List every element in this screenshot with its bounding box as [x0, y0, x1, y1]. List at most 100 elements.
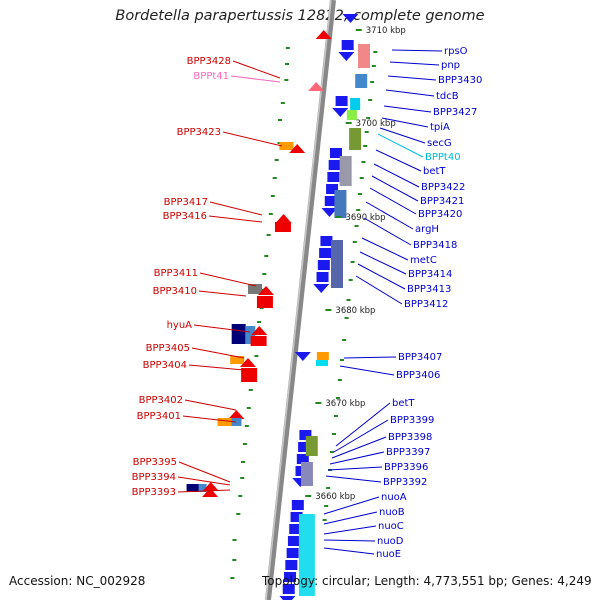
gene-block — [186, 484, 201, 492]
gene-block — [331, 240, 343, 288]
label-leader-line — [389, 61, 440, 66]
gene-arrow — [294, 352, 311, 361]
label-leader-line — [379, 127, 426, 144]
gene-arrow — [321, 208, 338, 217]
gene-block — [291, 500, 304, 510]
left-gene-label: BPP3393 — [132, 487, 176, 498]
right-gene-label: metC — [410, 255, 437, 266]
right-gene-label: BPP3427 — [433, 107, 477, 118]
gene-block — [279, 142, 294, 150]
right-gene-label: BPP3430 — [438, 75, 482, 86]
right-gene-label: BPP3406 — [396, 370, 440, 381]
gene-arrow — [289, 144, 306, 153]
left-gene-label: BPP3428 — [187, 56, 231, 67]
label-leader-line — [184, 399, 237, 411]
gene-features — [186, 14, 371, 600]
right-gene-label: BPP3412 — [404, 299, 448, 310]
right-gene-label: nuoA — [381, 492, 407, 503]
gene-block — [326, 184, 339, 194]
gene-block — [316, 352, 329, 360]
scale-mark-label: 3670 kbp — [325, 399, 365, 409]
left-gene-label: BPP3411 — [154, 268, 198, 279]
scale-mark-label: 3680 kbp — [335, 306, 375, 316]
gene-arrow — [202, 488, 219, 497]
gene-block — [296, 454, 309, 464]
gene-arrow — [251, 326, 268, 335]
right-gene-label: nuoB — [379, 507, 405, 518]
right-gene-label: nuoC — [378, 521, 404, 532]
gene-block — [299, 430, 312, 440]
label-leader-line — [325, 475, 382, 483]
gene-block — [339, 156, 352, 186]
gene-block — [285, 560, 298, 570]
gene-block — [334, 190, 347, 218]
label-leader-line — [208, 215, 263, 223]
gene-block — [250, 336, 267, 346]
gene-block — [341, 40, 354, 50]
gene-block — [287, 536, 300, 546]
gene-block — [319, 248, 332, 258]
right-gene-label: BPP3399 — [390, 415, 434, 426]
gene-arrow — [258, 286, 275, 295]
accession-text: Accession: NC_002928 — [9, 574, 146, 588]
gene-block — [328, 160, 341, 170]
right-gene-label: BPP3421 — [420, 196, 464, 207]
right-gene-label: rpsO — [444, 46, 468, 57]
label-leader-line — [361, 237, 409, 261]
gene-block — [329, 148, 342, 158]
gene-block — [327, 172, 340, 182]
gene-block — [335, 96, 348, 106]
left-gene-label: BPP3417 — [164, 197, 208, 208]
gene-arrow — [332, 108, 349, 117]
left-gene-label: hyuA — [167, 320, 193, 331]
label-leader-line — [391, 49, 443, 52]
tick-marks — [230, 47, 378, 579]
label-leader-line — [323, 547, 375, 555]
gene-block — [317, 260, 330, 270]
right-gene-label: BPP3418 — [413, 240, 457, 251]
left-gene-label: BPP3402 — [139, 395, 183, 406]
gene-arrow — [315, 30, 332, 39]
label-leader-line — [188, 364, 245, 371]
label-leader-line — [331, 436, 387, 459]
label-leader-line — [323, 539, 376, 542]
gene-arrow — [228, 410, 245, 419]
gene-block — [284, 572, 297, 582]
label-leader-line — [191, 347, 245, 359]
gene-block — [231, 418, 242, 426]
left-gene-label: BPPt41 — [193, 71, 229, 82]
right-gene-label: secG — [427, 138, 452, 149]
genome-backbone — [265, 0, 336, 600]
label-leader-line — [178, 461, 231, 483]
label-leader-line — [371, 175, 419, 202]
gene-block — [290, 512, 303, 522]
scale-marks: 3710 kbp 3700 kbp 3690 kbp 3680 kbp 3670 kbp… — [305, 26, 406, 502]
gene-block — [241, 368, 258, 382]
right-gene-label: nuoD — [377, 536, 404, 547]
right-gene-label: BPP3396 — [384, 462, 428, 473]
label-leader-line — [323, 511, 378, 525]
gene-block — [324, 196, 337, 206]
right-gene-label: betT — [423, 166, 446, 177]
gene-block — [320, 236, 333, 246]
label-leader-line — [373, 163, 420, 188]
gene-block — [248, 284, 263, 294]
label-leader-line — [230, 75, 281, 83]
gene-arrow — [308, 82, 325, 91]
scale-mark-label: 3690 kbp — [345, 213, 385, 223]
right-gene-label: BPP3413 — [407, 284, 451, 295]
right-gene-label: betT — [392, 398, 415, 409]
gene-block — [289, 524, 302, 534]
label-leader-line — [232, 60, 281, 79]
right-gene-label: BPPt40 — [425, 152, 461, 163]
gene-block — [274, 222, 291, 232]
label-leader-line — [365, 201, 414, 230]
right-gene-label: pnp — [441, 60, 460, 71]
right-gene-label: BPP3420 — [418, 209, 462, 220]
gene-arrow — [279, 596, 296, 600]
right-gene-label: BPP3414 — [408, 269, 452, 280]
label-leader-line — [198, 290, 247, 297]
left-gene-label: BPP3401 — [137, 411, 181, 422]
label-leader-line — [377, 133, 424, 158]
